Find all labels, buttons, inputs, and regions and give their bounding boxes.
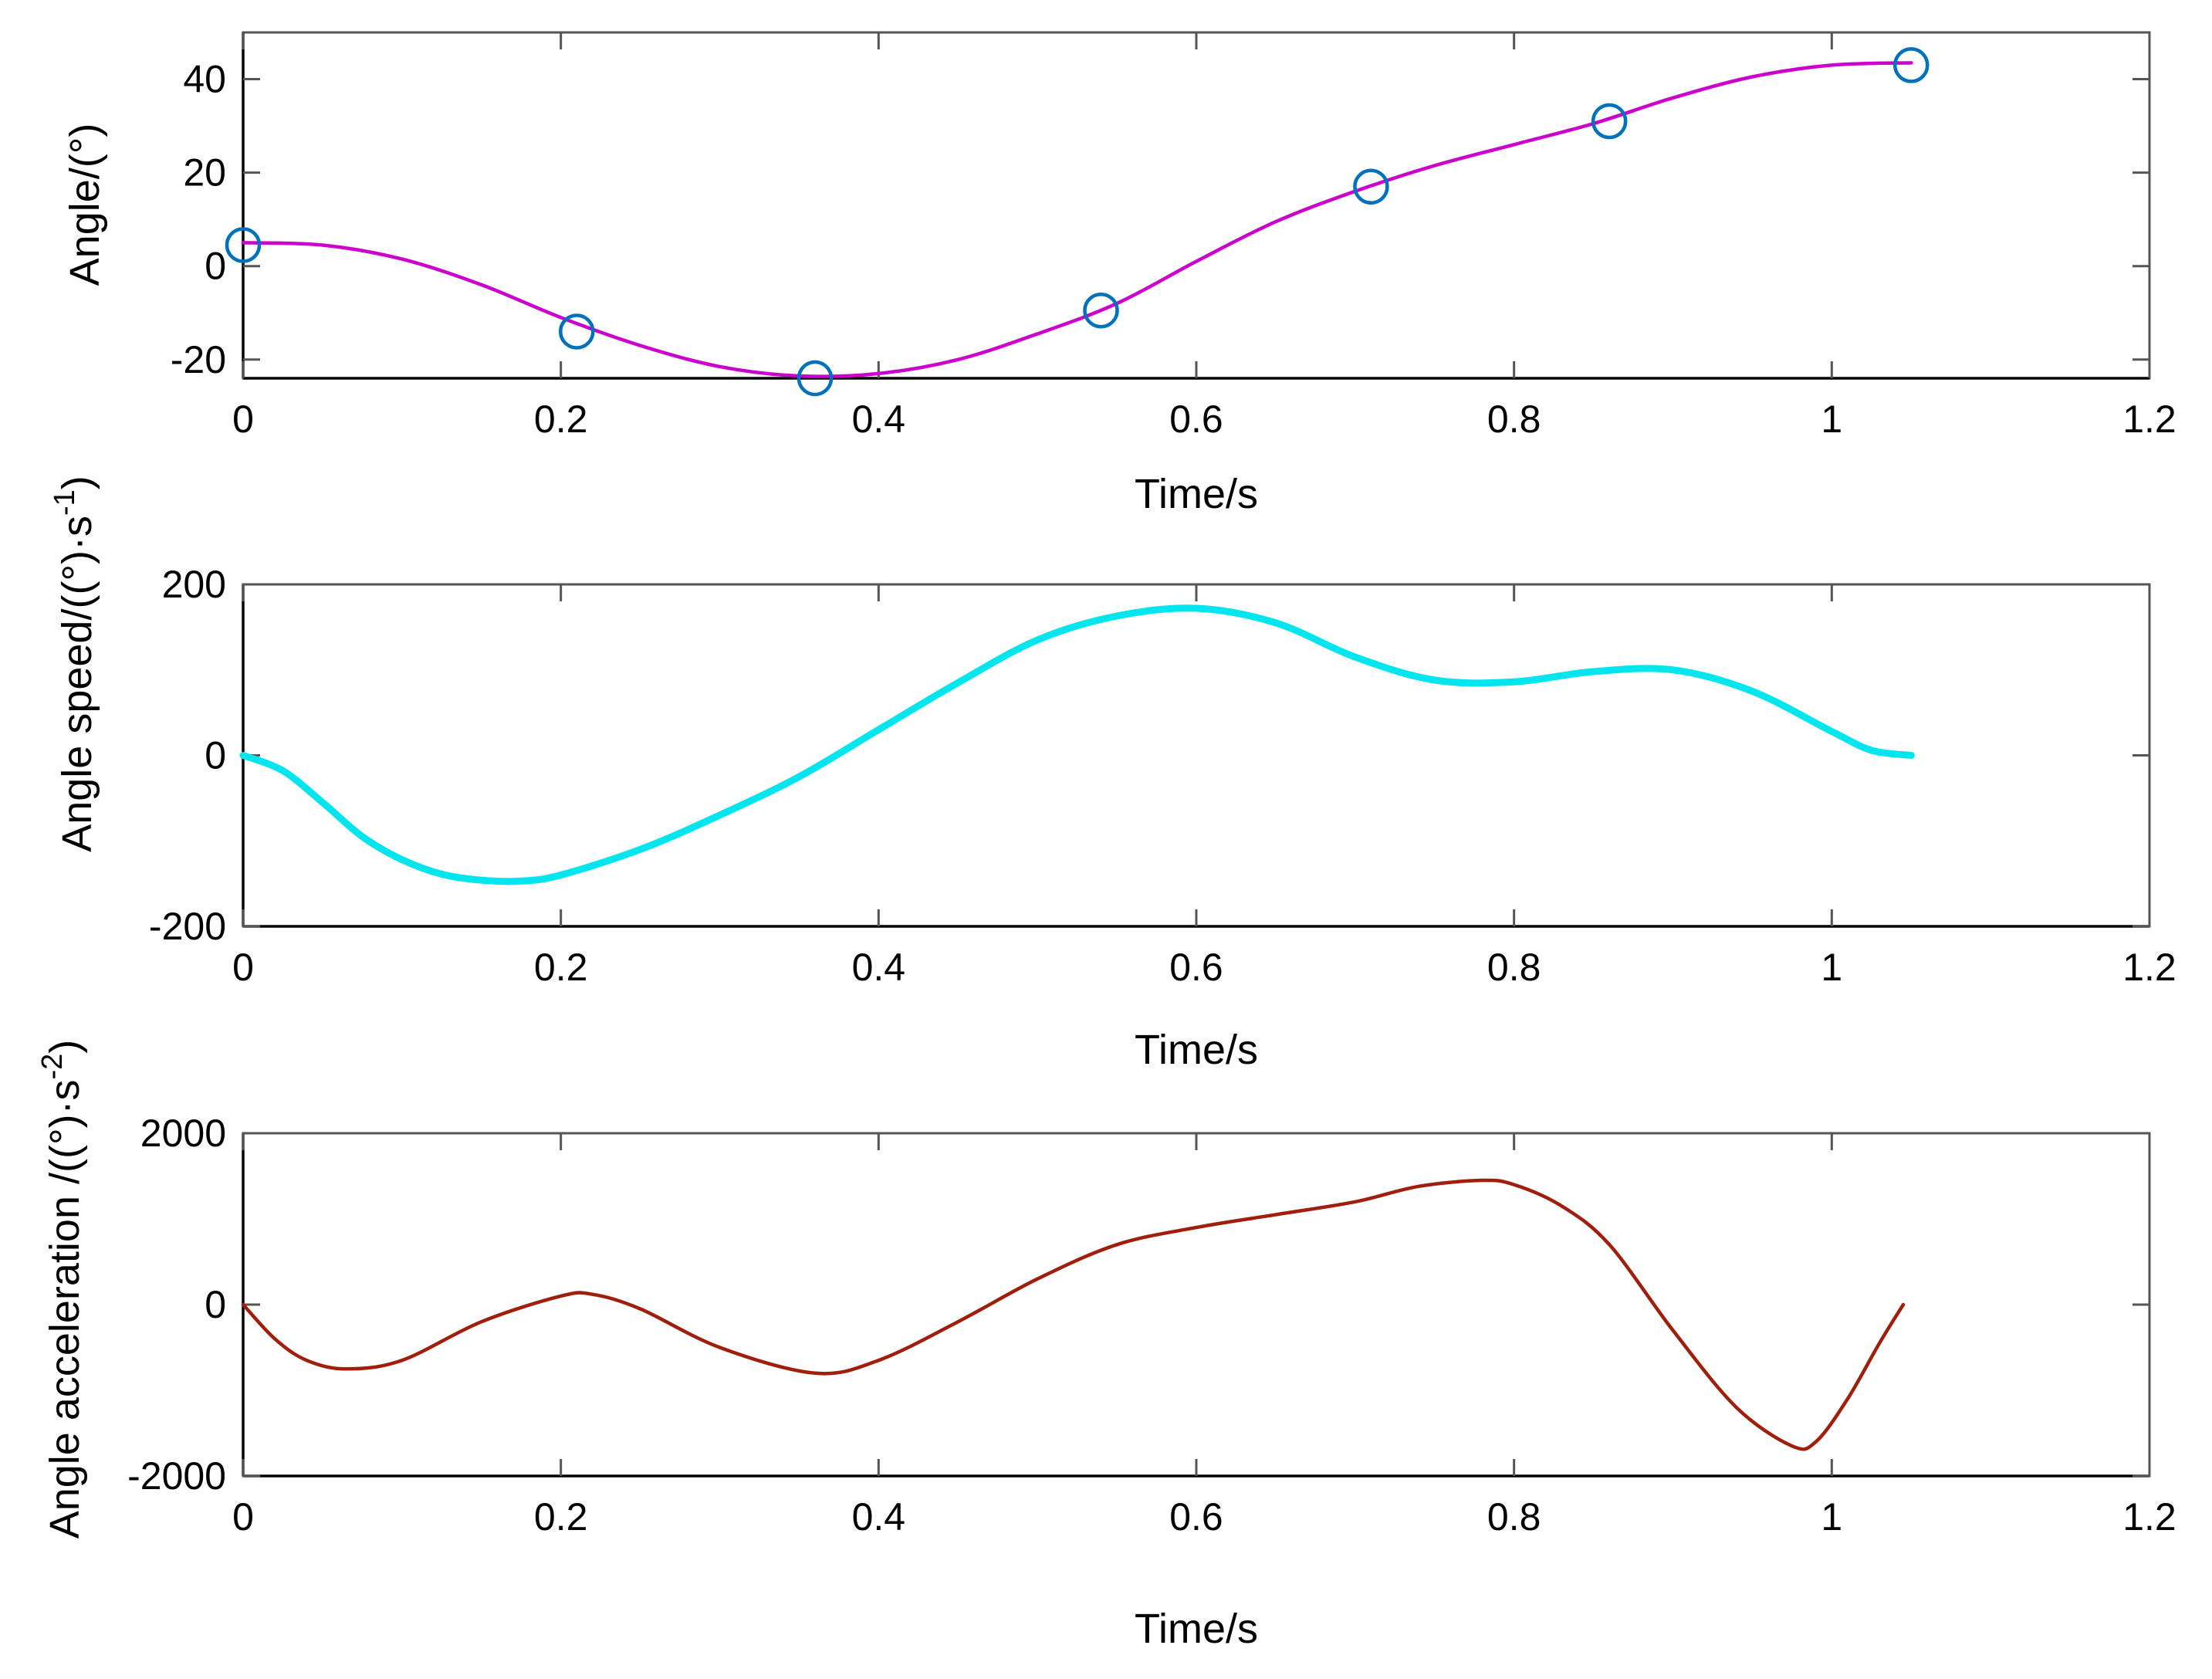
y-axis-title-suffix-angle-speed: ): [54, 476, 100, 489]
x-tick-label-angle-speed: 1: [1821, 946, 1842, 989]
x-tick-label-angle-speed: 1.2: [2122, 946, 2176, 989]
data-point-marker: [1591, 103, 1628, 140]
y-tick-label-angle-speed: 0: [205, 734, 226, 777]
x-tick-label-angle: 0.8: [1487, 398, 1541, 441]
x-tick-label-angle: 1.2: [2122, 398, 2176, 441]
x-tick-label-angle-acceleration: 1.2: [2122, 1495, 2176, 1539]
x-axis-title-angle-speed: Time/s: [1135, 1027, 1258, 1073]
series-line-angle-acceleration: [241, 1178, 1906, 1451]
y-axis-title-angle-acceleration: Angle acceleration /((°)·s-2): [36, 1040, 88, 1539]
y-axis-title-angle-speed: Angle speed/((°)·s-1): [49, 476, 100, 852]
x-tick-label-angle-speed: 0.6: [1169, 946, 1223, 989]
x-tick-label-angle-acceleration: 0: [232, 1495, 254, 1539]
x-tick-label-angle-acceleration: 1: [1821, 1495, 1842, 1539]
panels: 0 0.2 0.4 0.6 0.8 1 1.2-2002040Time/sAngle/(°)…: [36, 31, 2176, 1652]
y-axis-title-superscript-angle-speed: -1: [49, 489, 81, 516]
y-tick-label-angle-speed: -200: [149, 905, 226, 948]
y-tick-label-angle: 20: [183, 151, 226, 195]
x-tick-label-angle-acceleration: 0.8: [1487, 1495, 1541, 1539]
data-point-marker: [1893, 47, 1930, 83]
y-tick-label-angle: -20: [171, 338, 226, 381]
y-tick-label-angle-speed: 200: [162, 563, 226, 606]
x-tick-label-angle-speed: 0.4: [852, 946, 906, 989]
x-tick-label-angle: 0: [232, 398, 254, 441]
x-tick-label-angle: 0.2: [534, 398, 588, 441]
x-tick-label-angle-acceleration: 0.2: [534, 1495, 588, 1539]
x-axis-title-angle-acceleration: Time/s: [1135, 1606, 1258, 1652]
series-line-angle-speed: [239, 604, 1915, 885]
y-axis-title-angle: Angle/(°): [62, 124, 108, 286]
data-point-marker: [1353, 168, 1389, 205]
x-tick-label-angle: 1: [1821, 398, 1842, 441]
y-tick-label-angle: 40: [183, 58, 226, 101]
x-tick-label-angle-speed: 0.8: [1487, 946, 1541, 989]
series-line-angle: [241, 61, 1913, 378]
y-axis-title-text-angle-acceleration: Angle acceleration /((°)·s: [42, 1079, 88, 1539]
x-axis-title-angle: Time/s: [1135, 471, 1258, 517]
y-axis-title-superscript-angle-acceleration: -2: [36, 1054, 69, 1080]
data-point-marker: [1083, 292, 1119, 329]
x-tick-label-angle-speed: 0: [232, 946, 254, 989]
data-point-marker: [559, 313, 595, 350]
data-point-marker: [225, 227, 262, 263]
y-tick-label-angle: 0: [205, 245, 226, 288]
x-tick-label-angle: 0.6: [1169, 398, 1223, 441]
x-tick-label-angle: 0.4: [852, 398, 906, 441]
y-tick-label-angle-acceleration: 0: [205, 1283, 226, 1326]
x-tick-label-angle-speed: 0.2: [534, 946, 588, 989]
y-tick-label-angle-acceleration: 2000: [140, 1112, 226, 1155]
x-tick-label-angle-acceleration: 0.6: [1169, 1495, 1223, 1539]
y-tick-label-angle-acceleration: -2000: [127, 1454, 226, 1498]
y-axis-title-text-angle-speed: Angle speed/((°)·s: [54, 516, 100, 852]
y-axis-title-suffix-angle-acceleration: ): [42, 1040, 88, 1054]
y-axis-title-text-angle: Angle/(°): [62, 124, 108, 286]
data-point-marker: [797, 360, 834, 397]
x-tick-label-angle-acceleration: 0.4: [852, 1495, 906, 1539]
